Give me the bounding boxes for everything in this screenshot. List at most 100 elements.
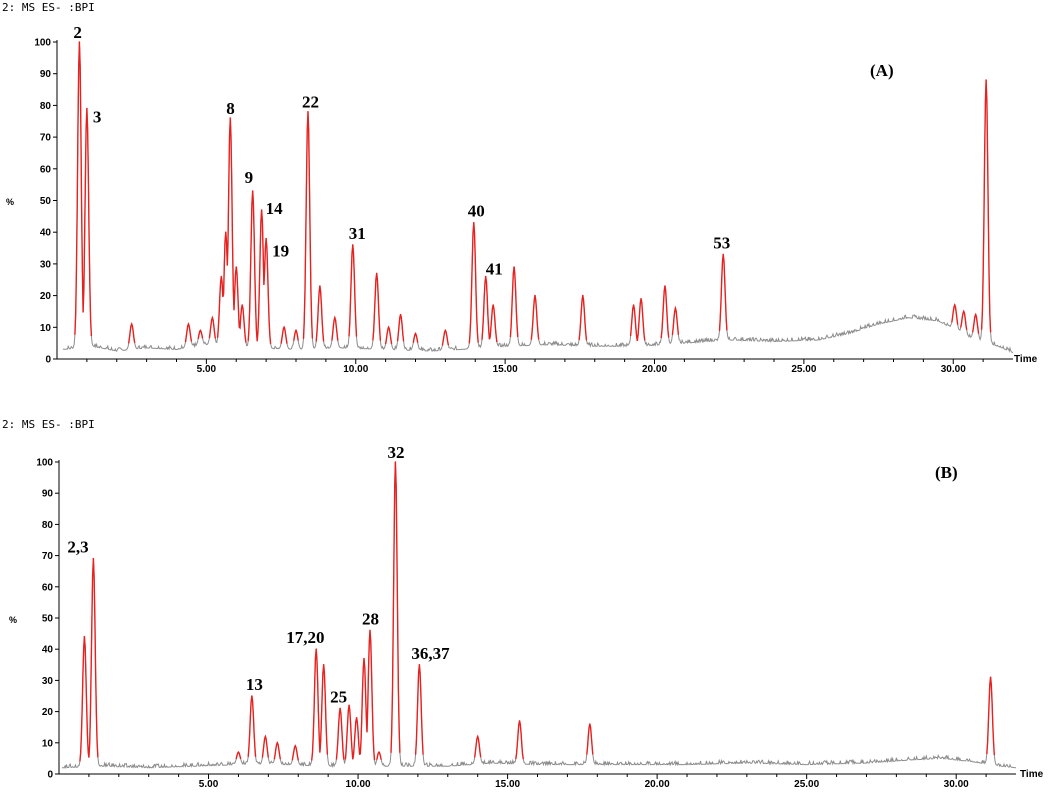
peak-apex [394, 461, 397, 463]
y-tick-label: 40 [42, 645, 54, 656]
panel-a-x-axis-label: Time [1014, 354, 1038, 365]
chromatogram-panel-b: 2: MS ES- :BPI % (B) Time 0 10 20 30 40 50 60 7… [2, 418, 1044, 790]
peak-apex [369, 629, 371, 632]
peak-label: 17,20 [286, 628, 324, 647]
peak-apex [492, 304, 494, 306]
peak-apex [199, 329, 202, 332]
peak-apex [513, 266, 515, 268]
y-tick-label: 20 [42, 707, 54, 718]
peak-label: 22 [302, 93, 319, 112]
peak-apex [220, 275, 223, 278]
y-tick-label: 80 [40, 101, 52, 112]
peak-apex [264, 735, 267, 738]
peak-apex [251, 190, 254, 192]
panel-b-header: 2: MS ES- :BPI [2, 418, 95, 431]
peak-apex [355, 717, 358, 719]
peak-label: 19 [272, 242, 289, 261]
peak-trace [74, 41, 992, 346]
peak-apex [484, 275, 487, 278]
peak-apex [283, 326, 285, 329]
peak-label: 40 [468, 202, 485, 221]
y-tick-label: 90 [42, 489, 54, 500]
peak-apex [399, 313, 402, 316]
peak-apex [130, 323, 133, 325]
x-tick-label: 10.00 [346, 779, 371, 790]
peak-apex [260, 209, 263, 211]
peak-label: 2 [73, 23, 82, 42]
peak-label: 28 [362, 609, 379, 628]
x-tick-label: 30.00 [941, 364, 966, 375]
peak-apex [674, 307, 677, 310]
peak-label: 25 [330, 687, 347, 706]
peak-apex [334, 316, 336, 319]
y-tick-label: 10 [42, 738, 54, 749]
peak-label: 2,3 [67, 538, 88, 557]
y-tick-label: 60 [40, 164, 52, 175]
peak-apex [237, 751, 240, 753]
peak-apex [241, 304, 244, 306]
panel-b-y-axis-label: % [9, 615, 17, 625]
peak-apex [518, 720, 521, 722]
baseline-trace [62, 41, 1014, 354]
peak-apex [476, 735, 479, 738]
peak-apex [276, 742, 279, 744]
peak-apex [974, 313, 977, 316]
peak-apex [582, 294, 584, 297]
peak-apex [664, 285, 666, 287]
peak-apex [78, 41, 81, 43]
peak-apex [414, 332, 417, 335]
peak-apex [307, 110, 309, 113]
y-tick-label: 20 [40, 291, 52, 302]
peak-apex [235, 266, 238, 268]
chromatogram-panel-a: 2: MS ES- :BPI % (A) Time 0 10 20 30 40 50 60 7… [2, 1, 1038, 375]
peak-label: 31 [349, 224, 366, 243]
peak-apex [229, 117, 232, 119]
peak-apex [640, 297, 642, 300]
y-tick-label: 90 [40, 69, 52, 80]
x-tick-label: 15.00 [495, 779, 520, 790]
peak-label: 32 [387, 443, 404, 462]
y-tick-label: 100 [36, 458, 53, 469]
peak-label: 3 [93, 108, 102, 127]
x-tick-label: 5.00 [199, 779, 219, 790]
peak-apex [348, 704, 350, 707]
peak-apex [632, 304, 635, 306]
peak-apex [985, 79, 987, 81]
panel-b-x-axis-label: Time [1020, 769, 1044, 780]
x-tick-label: 15.00 [493, 364, 518, 375]
peak-label: 41 [486, 260, 503, 279]
y-tick-label: 50 [40, 196, 52, 207]
peak-apex [92, 557, 95, 560]
y-tick-label: 30 [40, 259, 52, 270]
peak-apex [295, 329, 297, 332]
peak-apex [375, 272, 378, 275]
x-tick-label: 25.00 [794, 779, 819, 790]
peak-apex [319, 285, 321, 287]
peak-apex [351, 244, 354, 246]
baseline-trace [61, 461, 1017, 770]
y-tick-label: 50 [42, 614, 54, 625]
panel-a-label: (A) [870, 61, 894, 80]
peak-apex [444, 329, 447, 332]
peak-apex [83, 635, 86, 638]
y-tick-label: 70 [42, 551, 54, 562]
panel-a-y-axis-label: % [6, 197, 14, 207]
panel-a-header: 2: MS ES- :BPI [2, 1, 95, 14]
peak-label: 53 [713, 233, 730, 252]
y-tick-label: 0 [47, 770, 53, 781]
peak-apex [387, 326, 390, 329]
peak-apex [989, 676, 992, 679]
x-tick-label: 20.00 [642, 364, 667, 375]
peak-apex [534, 294, 536, 297]
peak-apex [722, 253, 725, 256]
peak-apex [86, 107, 88, 110]
peak-apex [211, 316, 214, 319]
peak-label: 36,37 [411, 644, 450, 663]
y-tick-label: 30 [42, 676, 54, 687]
y-tick-label: 0 [45, 355, 51, 366]
peak-apex [418, 664, 421, 666]
x-tick-label: 25.00 [791, 364, 816, 375]
peak-label: 9 [245, 168, 254, 187]
x-tick-label: 20.00 [645, 779, 670, 790]
